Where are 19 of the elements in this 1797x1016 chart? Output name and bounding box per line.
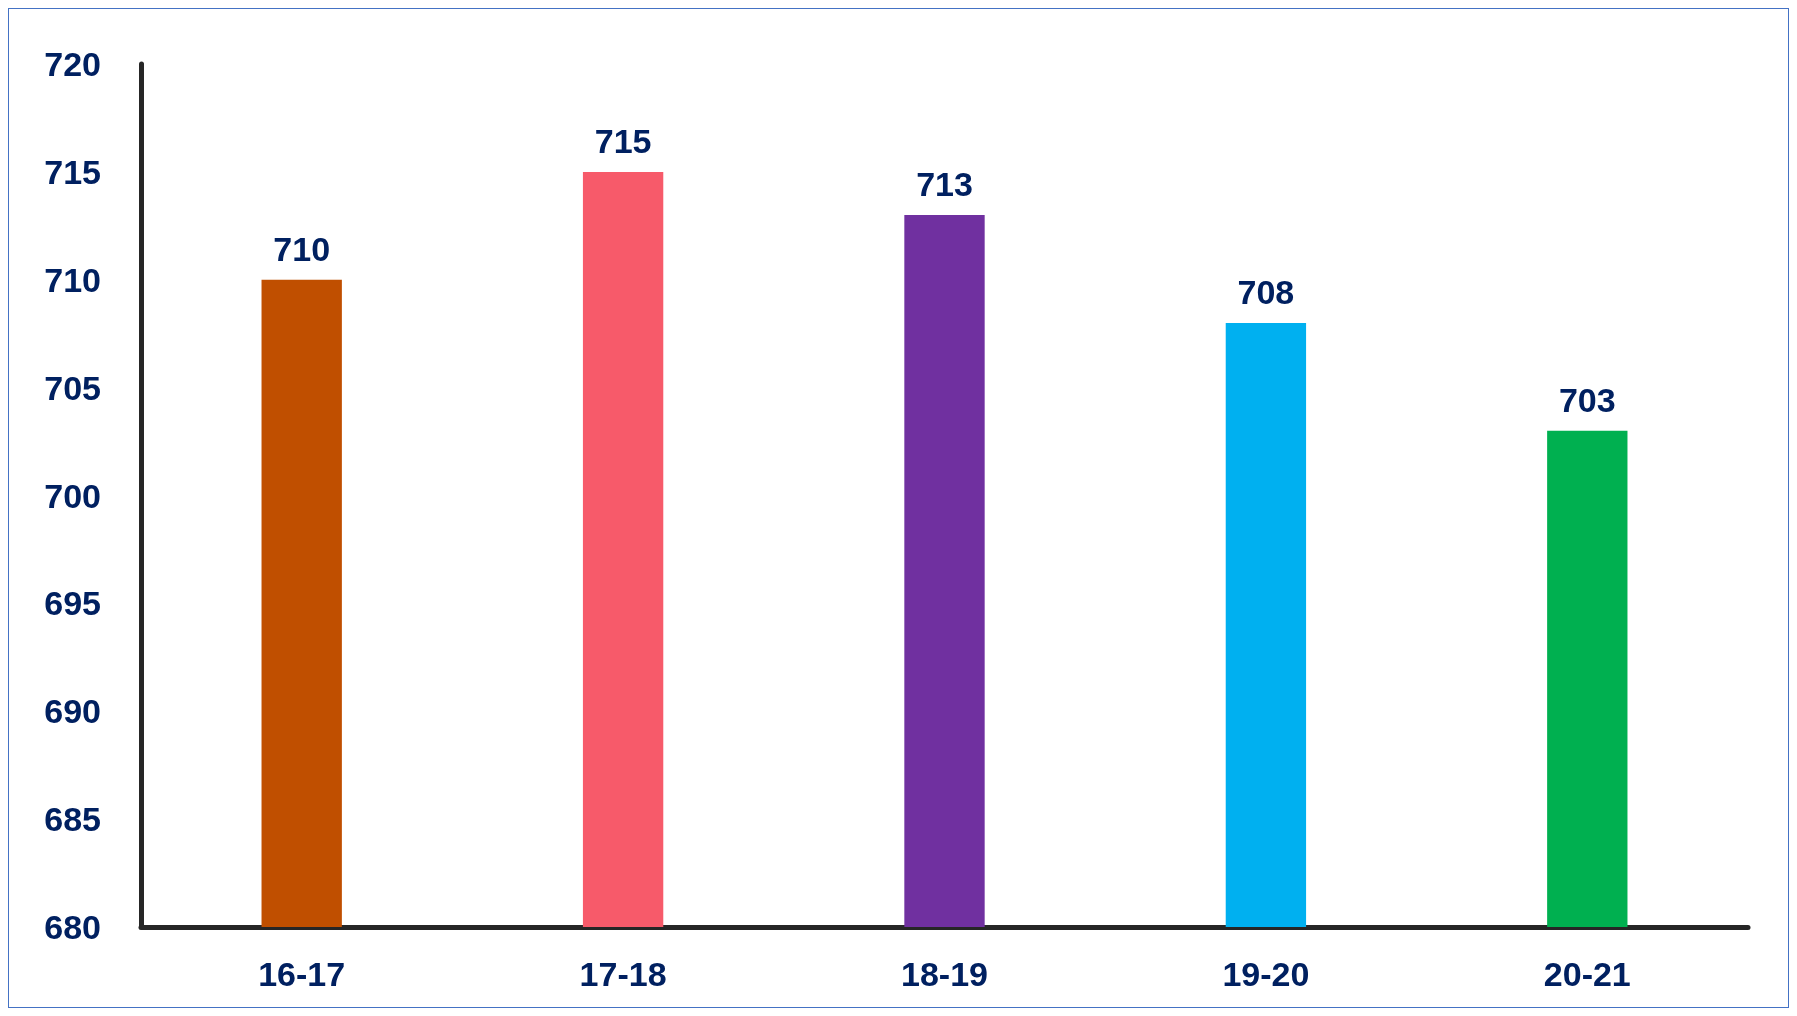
y-tick-label: 705 — [44, 368, 101, 407]
y-tick-label: 695 — [44, 584, 101, 623]
data-label: 713 — [916, 165, 973, 204]
x-tick-label: 16-17 — [258, 955, 346, 993]
y-tick-label: 685 — [44, 800, 101, 839]
y-tick-label: 715 — [44, 152, 101, 191]
data-label: 710 — [273, 229, 331, 268]
y-tick-label: 710 — [44, 260, 101, 299]
x-tick-label: 19-20 — [1222, 955, 1310, 993]
y-tick-label: 680 — [44, 908, 101, 946]
y-tick-label: 720 — [44, 45, 101, 83]
x-tick-label: 17-18 — [579, 955, 667, 993]
data-label: 708 — [1237, 272, 1295, 311]
y-tick-label: 700 — [44, 476, 101, 515]
x-tick-label: 20-21 — [1543, 955, 1631, 993]
data-label: 715 — [594, 121, 652, 160]
data-label: 703 — [1558, 380, 1616, 419]
x-tick-label: 18-19 — [901, 955, 988, 993]
y-tick-label: 690 — [44, 692, 101, 731]
